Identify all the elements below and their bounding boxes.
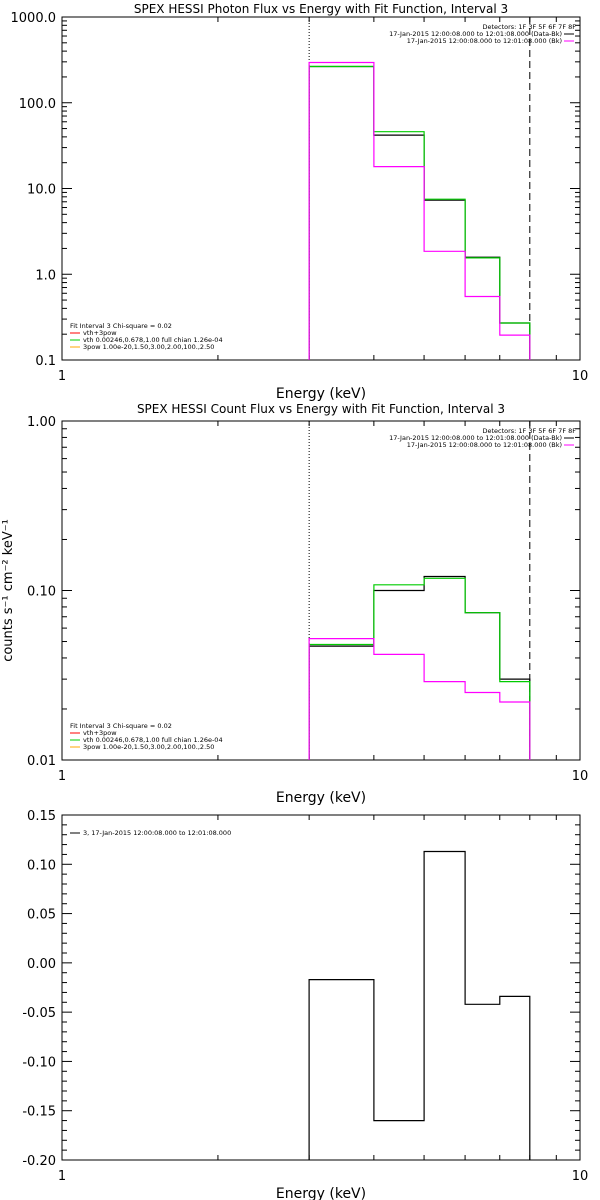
y-tick-label: 0.10 <box>27 858 56 873</box>
y-tick-label: 0.01 <box>27 754 56 769</box>
y-tick-label: 1.0 <box>35 268 56 283</box>
legend-detectors: Detectors: 1F 3F 5F 6F 7F 8F <box>482 427 576 435</box>
y-tick-label: 10.0 <box>27 183 56 198</box>
y-axis-label: counts s⁻¹ cm⁻² keV⁻¹ <box>1 519 16 662</box>
y-tick-label: 0.00 <box>27 957 56 972</box>
x-axis-label: Energy (keV) <box>276 790 366 806</box>
y-tick-label: 1000.0 <box>11 11 57 26</box>
x-tick-label: 1 <box>58 369 66 384</box>
series-1-steps <box>308 850 531 1160</box>
legend-entry-text: vth+3pow <box>83 329 117 337</box>
x-tick-label: 1 <box>58 1169 66 1184</box>
legend-entry-text: 3, 17-Jan-2015 12:00:08.000 to 12:01:08.… <box>83 829 231 837</box>
y-tick-label: -0.20 <box>22 1154 56 1169</box>
plot-frame <box>61 420 581 761</box>
y-tick-label: 0.1 <box>35 354 56 369</box>
y-tick-label: -0.05 <box>22 1006 56 1021</box>
legend-entry-text: 3pow 1.00e-20,1.50,3.00,2.00,100.,2.50 <box>83 743 214 751</box>
y-tick-label: 0.15 <box>27 809 56 824</box>
legend-fit-header: Fit Interval 3 Chi-square = 0.02 <box>70 322 172 330</box>
x-axis-label: Energy (keV) <box>276 386 366 402</box>
chart-title: SPEX HESSI Count Flux vs Energy with Fit… <box>137 402 505 416</box>
y-tick-label: -0.15 <box>22 1105 56 1120</box>
legend-entry-text: 17-Jan-2015 12:00:08.000 to 12:01:08.000… <box>389 30 562 38</box>
legend-entry-text: vth+3pow <box>83 729 117 737</box>
legend-entry-text: 17-Jan-2015 12:00:08.000 to 12:01:08.000… <box>407 441 562 449</box>
series-3-steps <box>308 638 531 760</box>
y-tick-label: 0.05 <box>27 908 56 923</box>
series-1-steps <box>308 575 531 760</box>
plot-frame <box>61 16 581 361</box>
chart-title: SPEX HESSI Photon Flux vs Energy with Fi… <box>134 2 508 16</box>
y-tick-label: -0.10 <box>22 1055 56 1070</box>
y-tick-label: 1.00 <box>27 415 56 430</box>
series-3-steps <box>308 61 531 360</box>
legend-entry-text: 3pow 1.00e-20,1.50,3.00,2.00,100.,2.50 <box>83 343 214 351</box>
x-axis-label: Energy (keV) <box>276 1186 366 1200</box>
x-tick-label: 10 <box>572 769 589 784</box>
legend-entry-text: vth 0.00246,0.678,1.00 full chian 1.26e-… <box>83 736 223 744</box>
plot-panel-2: SPEX HESSI Count Flux vs Energy with Fit… <box>1 402 588 806</box>
series-1-steps <box>308 65 531 360</box>
plot-panel-3: 1 10 Energy (keV) 0.15 0.10 0.05 0.00 -0.05 -0.1… <box>22 809 588 1200</box>
legend-detectors: Detectors: 1F 3F 5F 6F 7F 8F <box>482 23 576 31</box>
y-tick-label: 100.0 <box>19 97 56 112</box>
legend-fit-header: Fit Interval 3 Chi-square = 0.02 <box>70 722 172 730</box>
legend-entry-text: vth 0.00246,0.678,1.00 full chian 1.26e-… <box>83 336 223 344</box>
series-2-steps <box>308 65 531 360</box>
plot-panel-1: SPEX HESSI Photon Flux vs Energy with Fi… <box>11 2 589 402</box>
x-tick-label: 1 <box>58 769 66 784</box>
x-tick-label: 10 <box>572 1169 589 1184</box>
plot-frame <box>61 814 581 1161</box>
x-tick-label: 10 <box>572 369 589 384</box>
legend-entry-text: 17-Jan-2015 12:00:08.000 to 12:01:08.000… <box>407 37 562 45</box>
series-2-steps <box>308 577 531 760</box>
y-tick-label: 0.10 <box>27 585 56 600</box>
legend-entry-text: 17-Jan-2015 12:00:08.000 to 12:01:08.000… <box>389 434 562 442</box>
